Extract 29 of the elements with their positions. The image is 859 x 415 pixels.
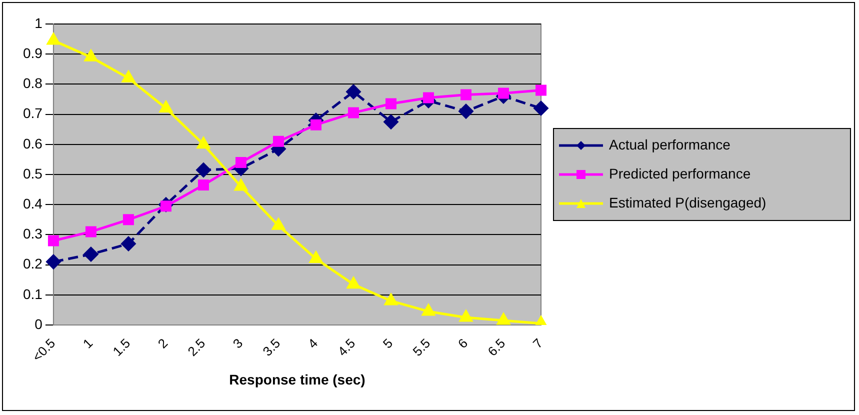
legend-label: Predicted performance xyxy=(609,165,751,182)
x-tick-label: 5 xyxy=(380,336,396,352)
y-tick-label: 0.6 xyxy=(22,135,43,152)
x-tick-label: 5.5 xyxy=(410,336,434,359)
x-tick-label: 4.5 xyxy=(334,336,358,359)
x-tick-label: 4 xyxy=(304,336,321,352)
x-tick-label: 3.5 xyxy=(260,336,284,359)
y-tick-label: 0.4 xyxy=(22,195,43,212)
y-tick-label: 0.2 xyxy=(22,256,43,272)
x-tick-label: 1.5 xyxy=(110,336,134,359)
x-tick-label: 2 xyxy=(154,336,171,352)
y-tick-label: 1 xyxy=(34,14,43,31)
legend-label: Actual performance xyxy=(609,136,731,152)
y-tick-label: 0.5 xyxy=(22,165,43,182)
x-tick-label: <0.5 xyxy=(29,336,58,364)
y-tick-label: 0.1 xyxy=(22,286,43,302)
x-tick-label: 7 xyxy=(530,336,546,352)
y-tick-label: 0.3 xyxy=(22,226,43,242)
x-tick-label: 6.5 xyxy=(484,336,508,359)
y-tick-label: 0 xyxy=(34,316,43,332)
y-tick-label: 0.7 xyxy=(22,105,43,122)
x-tick-label: 1 xyxy=(80,336,96,352)
x-tick-label: 6 xyxy=(454,336,471,352)
legend-label: Estimated P(disengaged) xyxy=(609,194,766,210)
x-axis-title: Response time (sec) xyxy=(229,371,366,388)
x-tick-label: 2.5 xyxy=(184,336,208,359)
x-tick-label: 3 xyxy=(230,336,246,352)
y-tick-label: 0.9 xyxy=(22,44,43,61)
y-tick-label: 0.8 xyxy=(22,75,43,92)
